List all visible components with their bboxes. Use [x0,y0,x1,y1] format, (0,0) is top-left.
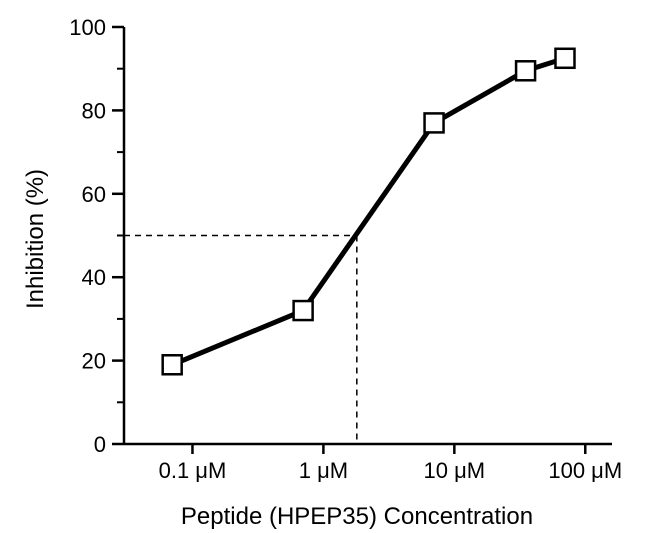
x-tick-label: 1 μM [299,458,348,483]
y-tick-label: 60 [82,182,106,207]
x-tick-label: 10 μM [424,458,486,483]
data-markers [161,47,576,376]
data-point-marker [161,354,183,376]
y-tick-labels: 0 20 40 60 80 100 [69,15,106,457]
data-point-marker [554,47,576,70]
y-tick-label: 20 [82,349,106,374]
x-axis-title: Peptide (HPEP35) Concentration [181,503,533,530]
x-tick-label: 0.1 μM [159,458,227,483]
y-axis-title: Inhibition (%) [22,169,49,309]
x-tick-label: 100 μM [548,458,622,483]
data-point-marker [423,112,445,134]
y-major-ticks [112,25,124,446]
x-ticks [191,444,587,454]
data-point-marker [514,60,537,82]
y-tick-label: 40 [82,265,106,290]
half-inhibition-reference-lines [124,234,358,444]
x-tick-labels: 0.1 μM 1 μM 10 μM 100 μM [159,458,623,483]
series-line [171,55,566,368]
y-tick-label: 100 [69,15,106,40]
y-tick-label: 80 [82,98,106,123]
data-point-marker [292,299,314,322]
y-tick-label: 0 [94,432,106,457]
